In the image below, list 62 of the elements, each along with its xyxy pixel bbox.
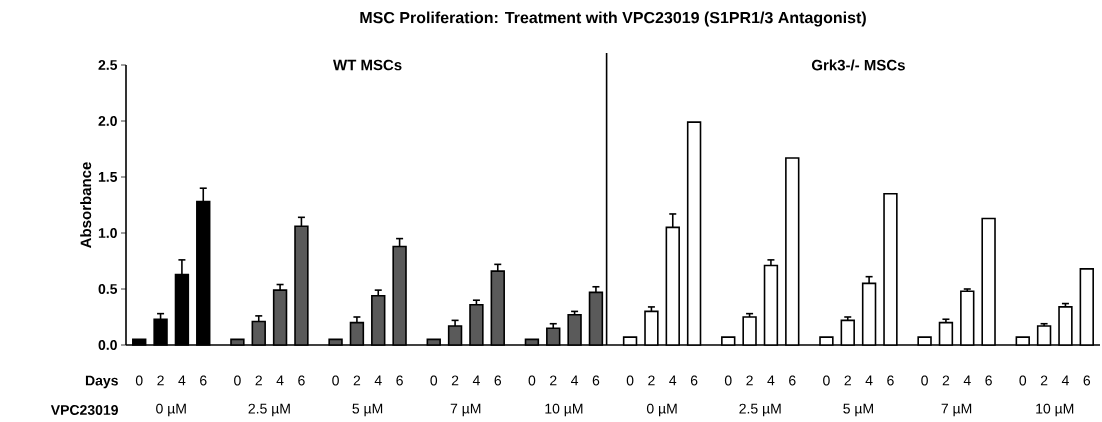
y-tick-label: 2.5 [98, 60, 118, 70]
x-tick-label: 2 [844, 375, 851, 386]
annotation: Grk3-/- MSCs [811, 59, 905, 71]
chart-title: MSC Proliferation: Treatment with VPC23019 (S1PR1/3 Antagonist) [360, 11, 866, 27]
text: VPC23019 [50, 405, 118, 415]
x-tick-label: 6 [592, 375, 600, 386]
x-tick-label: 2 [255, 375, 262, 386]
x-tick-label: 2 [451, 375, 459, 386]
text: 0 µM [156, 403, 186, 417]
text: 10 µM [545, 403, 583, 417]
x-tick-label: 0 [430, 375, 438, 386]
x-tick-label: 4 [669, 375, 677, 386]
x-tick-label: 0 [234, 375, 241, 386]
x-tick-label: 4 [571, 375, 579, 386]
x-tick-label: 0 [921, 375, 928, 386]
x-tick-label: 0 [1019, 375, 1027, 386]
x-tick-label: 2 [648, 375, 655, 386]
x-tick-label: 2 [942, 375, 950, 386]
x-tick-label: 6 [690, 375, 698, 386]
x-tick-label: 2 [157, 375, 164, 386]
x-tick-label: 6 [494, 375, 502, 386]
text: 0 µM [646, 403, 677, 417]
text: 2.5 µM [248, 403, 290, 417]
x-tick-label: 2 [746, 375, 753, 386]
x-tick-label: 6 [298, 375, 305, 386]
x-tick-label: 6 [985, 375, 992, 386]
x-tick-label: 2 [550, 375, 557, 386]
text: 7 µM [450, 403, 481, 417]
x-tick-label: 0 [626, 375, 634, 386]
x-tick-label: 4 [963, 375, 971, 386]
x-tick-label: 0 [332, 375, 339, 386]
text: 2.5 µM [739, 403, 781, 417]
y-tick-label: 1.5 [98, 172, 118, 182]
x-tick-label: 4 [178, 375, 186, 386]
y-tick-label: 2.0 [98, 116, 117, 126]
x-tick-label: 4 [472, 375, 480, 386]
x-tick-label: 0 [823, 375, 830, 386]
y-axis-title: Absorbance [80, 162, 92, 248]
y-tick-label: 0.5 [98, 284, 118, 294]
x-tick-label: 0 [724, 375, 732, 386]
text: 5 µM [843, 403, 873, 417]
x-tick-label: 0 [135, 375, 143, 386]
y-tick-label: 1.0 [98, 228, 117, 238]
x-tick-label: 2 [353, 375, 361, 386]
x-tick-label: 6 [396, 375, 403, 386]
x-tick-label: 0 [528, 375, 536, 386]
y-tick-label: 0.0 [98, 340, 117, 350]
text: 5 µM [352, 403, 383, 417]
x-tick-label: 6 [789, 375, 796, 386]
x-tick-label: 6 [887, 375, 894, 386]
x-tick-label: 4 [865, 375, 873, 386]
text: 7 µM [941, 403, 972, 417]
x-tick-label: 2 [1040, 375, 1048, 386]
x-tick-label: 6 [200, 375, 207, 386]
annotation: WT MSCs [333, 59, 402, 71]
x-tick-label: 4 [374, 375, 382, 386]
x-tick-label: 4 [1061, 375, 1069, 386]
text: Days [85, 375, 118, 389]
x-tick-label: 4 [276, 375, 284, 386]
x-tick-label: 4 [767, 375, 775, 386]
x-tick-label: 6 [1083, 375, 1091, 386]
text: 10 µM [1036, 403, 1074, 417]
